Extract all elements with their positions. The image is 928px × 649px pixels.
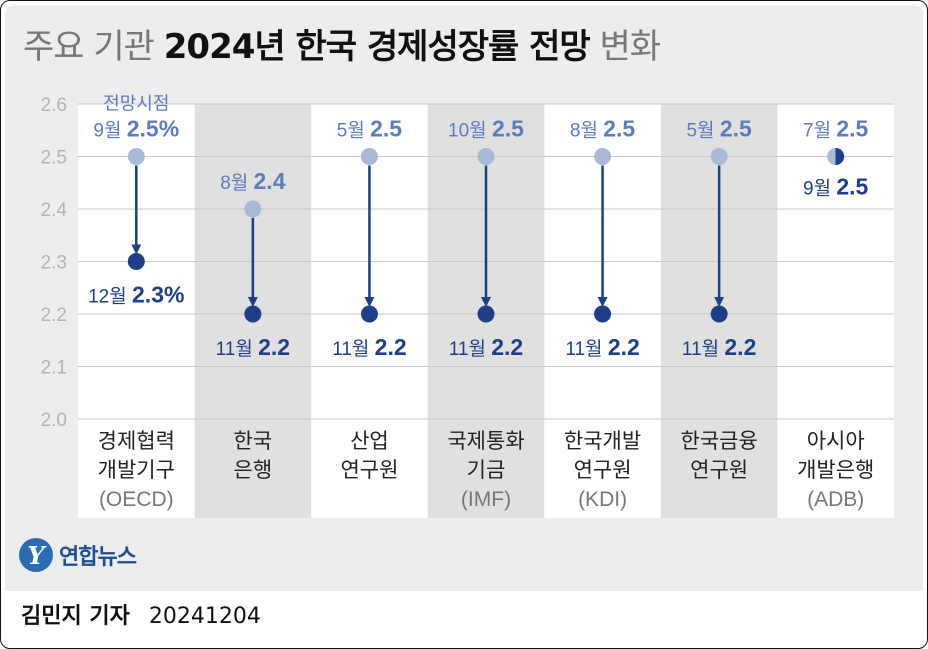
after-month: 11월 bbox=[565, 338, 607, 360]
after-point bbox=[710, 305, 728, 323]
before-point bbox=[127, 148, 145, 165]
after-label: 12월 2.3% bbox=[88, 282, 184, 308]
institution-label: 국제통화 bbox=[447, 430, 524, 453]
before-month: 8월 bbox=[220, 172, 253, 194]
institution-label: (OECD) bbox=[99, 488, 174, 511]
institution-label: 연구원 bbox=[690, 459, 748, 482]
yonhap-logo-icon: Y bbox=[19, 538, 53, 572]
before-value: 2.5 bbox=[836, 116, 868, 142]
y-tick-label: 2.6 bbox=[41, 95, 67, 116]
before-value: 2.5 bbox=[720, 116, 752, 142]
before-point bbox=[360, 148, 378, 165]
after-month: 11월 bbox=[332, 338, 374, 360]
yonhap-logo-text: 연합뉴스 bbox=[59, 545, 137, 570]
after-month: 11월 bbox=[449, 338, 491, 360]
y-tick-label: 2.3 bbox=[41, 253, 67, 274]
institution-label: 연구원 bbox=[574, 459, 632, 482]
institution-label: 한국 bbox=[234, 430, 273, 453]
after-label: 11월 2.2 bbox=[332, 334, 406, 360]
after-month: 9월 bbox=[803, 178, 836, 200]
unchanged-point bbox=[827, 148, 845, 165]
before-value: 2.5% bbox=[127, 116, 179, 142]
before-value: 2.5 bbox=[492, 116, 524, 142]
before-point bbox=[244, 200, 262, 218]
before-month: 9월 bbox=[93, 120, 126, 142]
before-month: 7월 bbox=[803, 120, 836, 142]
before-label: 5월 2.5 bbox=[686, 116, 752, 142]
institution-label: 개발은행 bbox=[797, 459, 874, 482]
after-point bbox=[477, 305, 495, 323]
before-label: 9월 2.5% bbox=[93, 116, 179, 142]
institution-label: 개발기구 bbox=[98, 459, 175, 482]
before-point bbox=[477, 148, 495, 165]
y-tick-label: 2.1 bbox=[41, 358, 67, 379]
byline-date: 20241204 bbox=[148, 604, 261, 629]
after-label: 11월 2.2 bbox=[682, 334, 756, 360]
byline-author: 김민지 기자 bbox=[21, 604, 130, 629]
after-point bbox=[360, 305, 378, 323]
institution-label: 연구원 bbox=[340, 459, 398, 482]
before-label: 7월 2.5 bbox=[803, 116, 869, 142]
y-tick-label: 2.2 bbox=[41, 305, 67, 326]
institution-label: 경제협력 bbox=[98, 430, 175, 453]
after-label: 11월 2.2 bbox=[216, 334, 290, 360]
after-value: 2.3% bbox=[132, 282, 184, 308]
before-month: 8월 bbox=[570, 120, 603, 142]
institution-label: 한국개발 bbox=[564, 430, 641, 453]
after-value: 2.2 bbox=[491, 334, 523, 360]
page-title: 주요 기관 2024년 한국 경제성장률 전망 변화 bbox=[23, 19, 662, 68]
after-value: 2.2 bbox=[258, 334, 290, 360]
after-month: 12월 bbox=[88, 286, 132, 308]
after-label: 11월 2.2 bbox=[449, 334, 523, 360]
institution-label: (ADB) bbox=[807, 488, 864, 511]
yonhap-logo: Y 연합뉴스 bbox=[19, 538, 137, 572]
before-value: 2.4 bbox=[254, 168, 286, 194]
growth-forecast-chart: 2.0 2.1 2.2 2.3 2.4 2.5 2.6 9월 2.5% 12월 2.3% 전망시점… bbox=[41, 94, 894, 518]
forecast-time-legend: 전망시점 bbox=[103, 94, 169, 114]
after-value: 2.2 bbox=[375, 334, 407, 360]
label-band bbox=[311, 419, 428, 518]
before-value: 2.5 bbox=[603, 116, 635, 142]
institution-label: (IMF) bbox=[461, 488, 511, 511]
title-main: 2024년 한국 경제성장률 전망 bbox=[163, 27, 591, 67]
after-value: 2.2 bbox=[608, 334, 640, 360]
title-suffix: 변화 bbox=[599, 27, 662, 67]
label-band bbox=[78, 419, 195, 518]
institution-label: 아시아 bbox=[807, 430, 865, 453]
after-point bbox=[127, 253, 145, 270]
before-label: 10월 2.5 bbox=[448, 116, 524, 142]
y-tick-label: 2.4 bbox=[41, 200, 68, 221]
after-point bbox=[594, 305, 612, 323]
institution-label: 은행 bbox=[234, 459, 273, 482]
before-value: 2.5 bbox=[370, 116, 402, 142]
before-month: 5월 bbox=[337, 120, 370, 142]
title-prefix: 주요 기관 bbox=[23, 27, 155, 67]
after-value: 2.5 bbox=[836, 174, 868, 200]
after-label: 9월 2.5 bbox=[803, 174, 869, 200]
y-tick-label: 2.0 bbox=[41, 410, 67, 431]
byline: 김민지 기자 20241204 bbox=[21, 598, 261, 630]
before-month: 5월 bbox=[686, 120, 719, 142]
institution-label: 기금 bbox=[467, 459, 506, 482]
after-label: 11월 2.2 bbox=[565, 334, 639, 360]
label-band bbox=[777, 419, 894, 518]
before-label: 8월 2.4 bbox=[220, 168, 286, 194]
institution-label: (KDI) bbox=[578, 488, 627, 511]
label-band bbox=[544, 419, 661, 518]
before-label: 8월 2.5 bbox=[570, 116, 636, 142]
institution-label: 산업 bbox=[350, 430, 389, 453]
before-label: 5월 2.5 bbox=[337, 116, 403, 142]
y-tick-label: 2.5 bbox=[41, 148, 67, 169]
after-point bbox=[244, 305, 262, 323]
after-month: 11월 bbox=[216, 338, 258, 360]
before-point bbox=[594, 148, 612, 165]
before-month: 10월 bbox=[448, 120, 492, 142]
before-point bbox=[710, 148, 728, 165]
after-value: 2.2 bbox=[724, 334, 756, 360]
institution-label: 한국금융 bbox=[681, 430, 758, 453]
after-month: 11월 bbox=[682, 338, 724, 360]
